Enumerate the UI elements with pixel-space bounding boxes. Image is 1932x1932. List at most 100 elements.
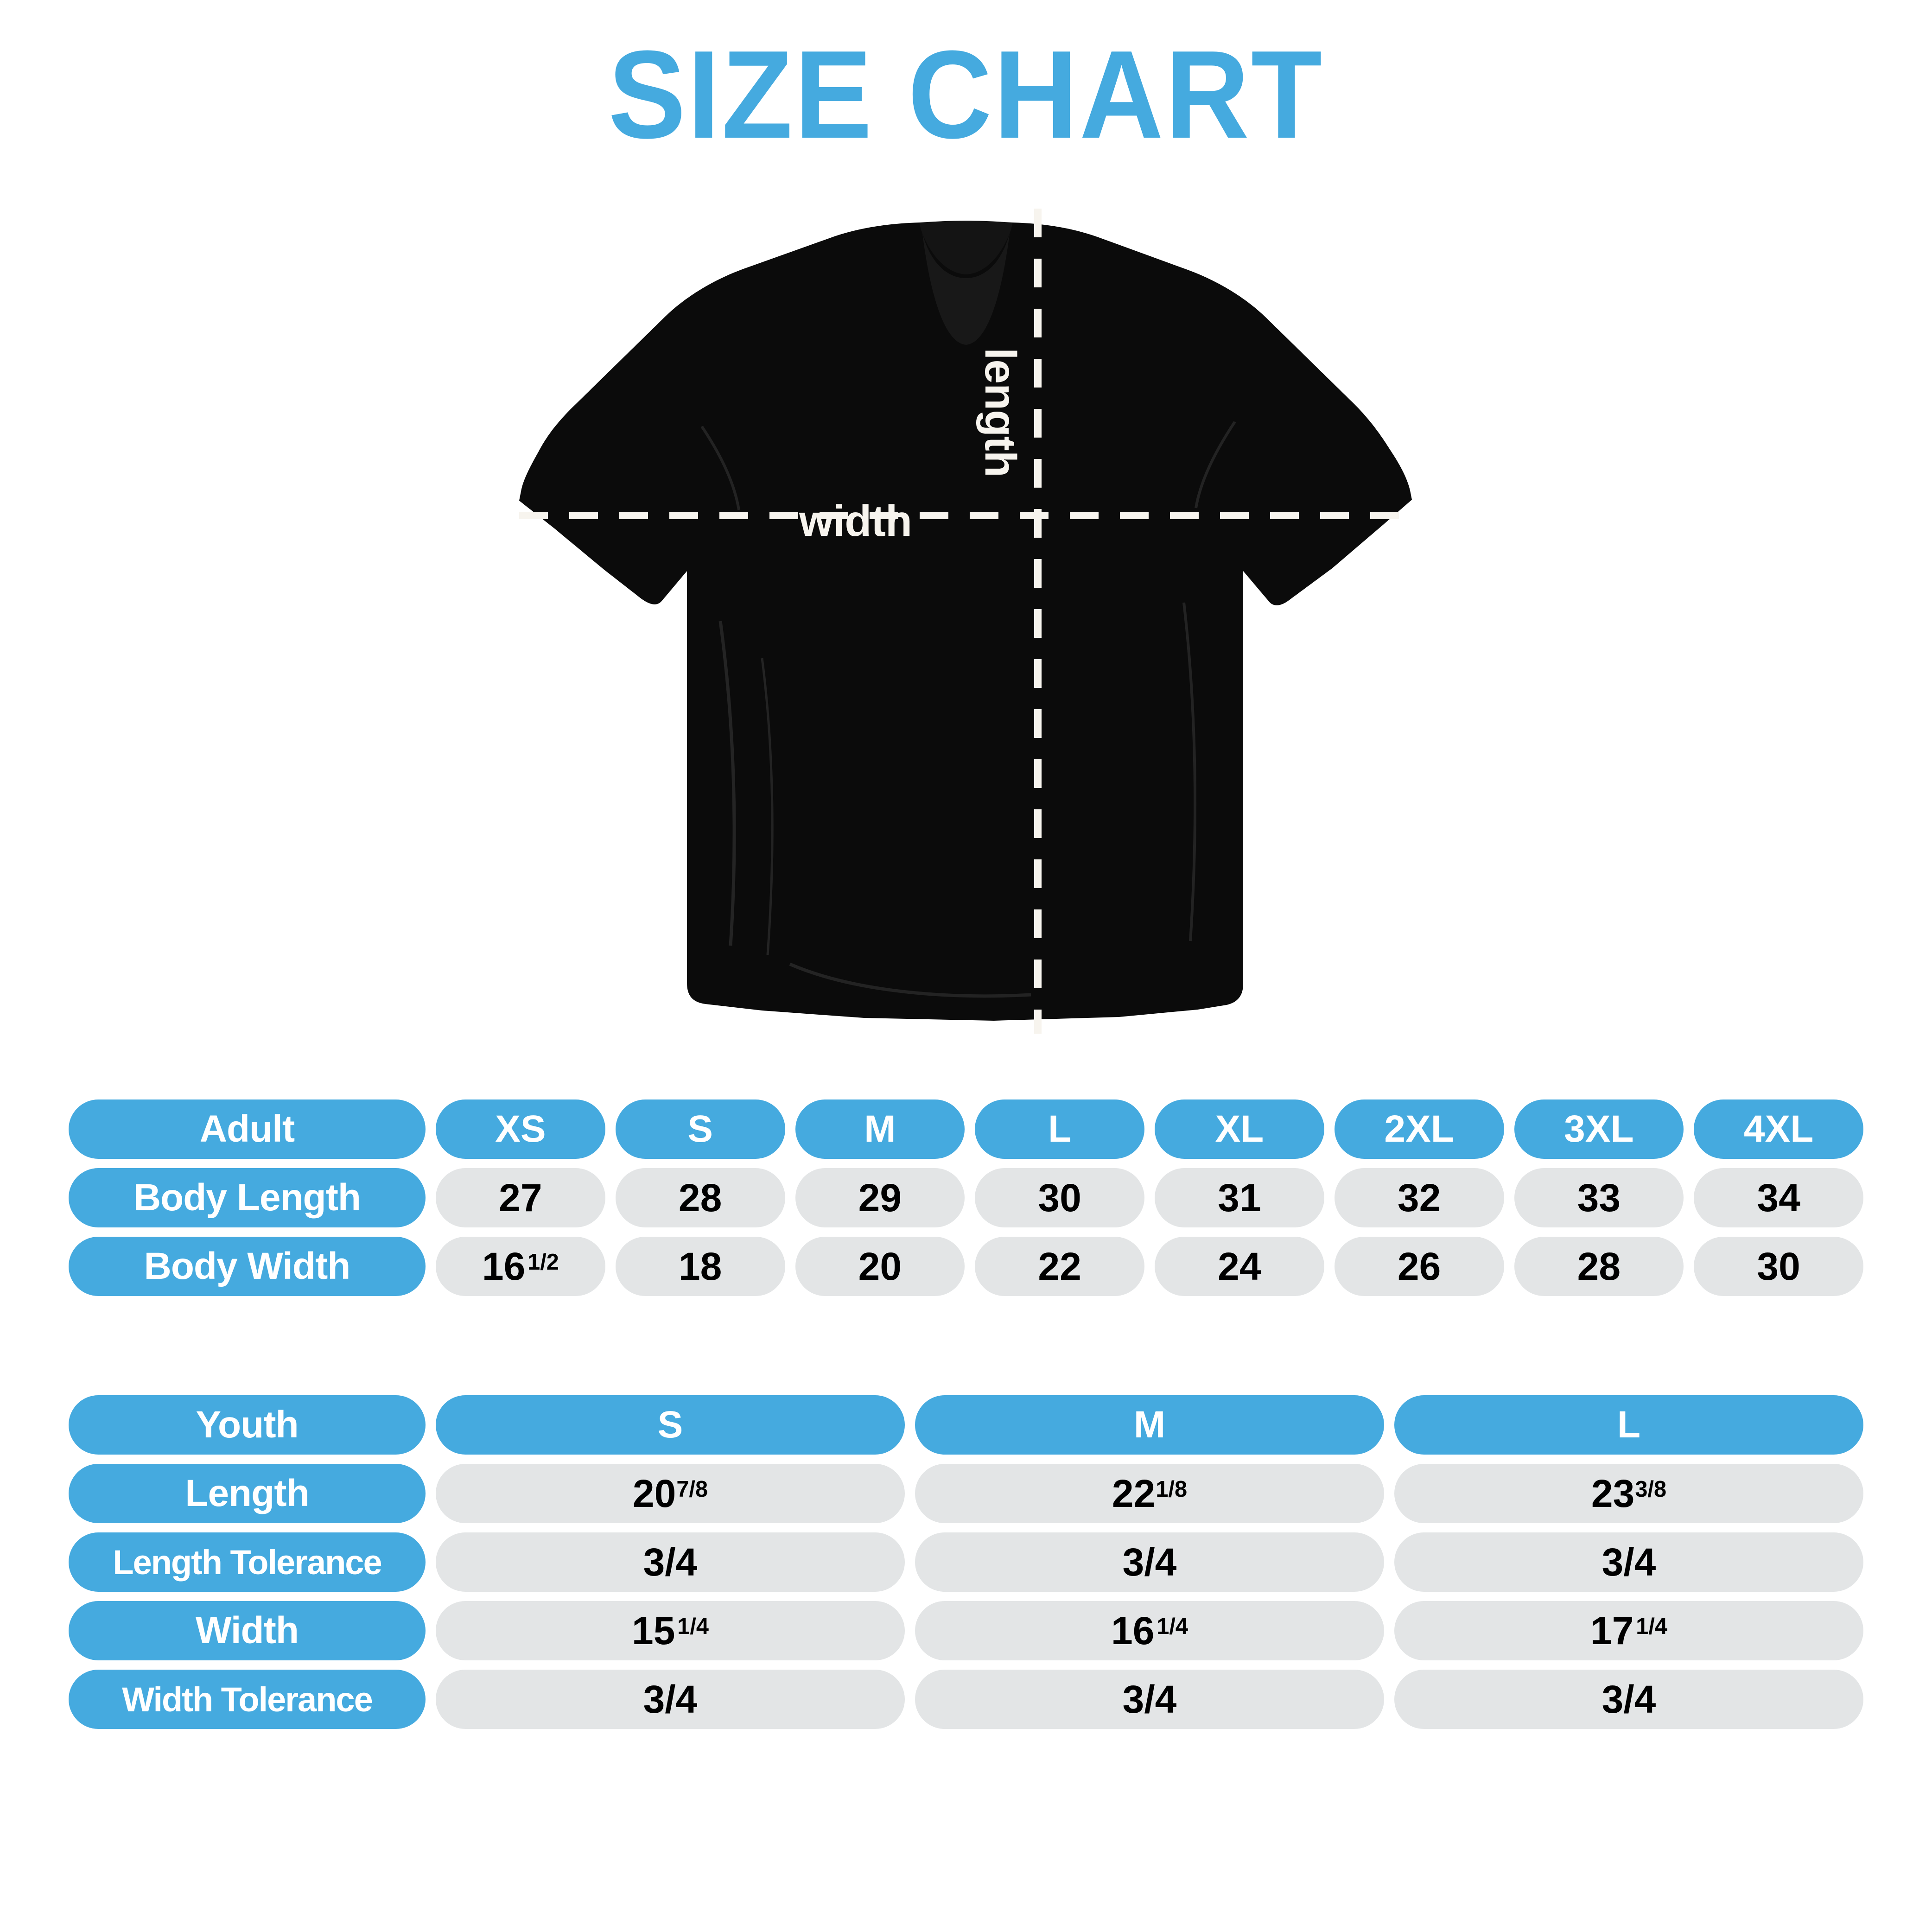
- cell-whole: 32: [1397, 1176, 1441, 1220]
- cell-whole: 3/4: [1602, 1677, 1656, 1721]
- table-cell: 32: [1334, 1168, 1504, 1227]
- cell-fraction: 1/4: [677, 1614, 709, 1640]
- table-cell: 15 1/4: [436, 1601, 905, 1660]
- table-cell: 17 1/4: [1394, 1601, 1863, 1660]
- table-cell: 30: [975, 1168, 1144, 1227]
- youth-col-s: S: [436, 1395, 905, 1455]
- cell-fraction: 3/8: [1635, 1477, 1667, 1502]
- cell-fraction: 1/4: [1636, 1614, 1668, 1640]
- youth-row-label: Youth: [69, 1395, 426, 1455]
- youth-length-tolerance-row: Length Tolerance 3/4 3/4 3/4: [69, 1532, 1863, 1592]
- cell-whole: 15: [631, 1608, 675, 1652]
- cell-whole: 28: [678, 1176, 722, 1220]
- cell-whole: 23: [1591, 1471, 1635, 1515]
- adult-col-2xl: 2XL: [1334, 1099, 1504, 1159]
- youth-width-tolerance-row: Width Tolerance 3/4 3/4 3/4: [69, 1670, 1863, 1729]
- shirt-fabric-folds: [700, 421, 1236, 998]
- cell-fraction: 1/4: [1157, 1614, 1188, 1640]
- youth-length-tolerance-label: Length Tolerance: [69, 1532, 426, 1592]
- youth-length-label: Length: [69, 1464, 426, 1523]
- adult-col-3xl: 3XL: [1514, 1099, 1684, 1159]
- table-cell: 3/4: [1394, 1532, 1863, 1592]
- table-cell: 31: [1155, 1168, 1324, 1227]
- table-cell: 3/4: [915, 1670, 1384, 1729]
- adult-body-width-row: Body Width 16 1/2 18 20 22 24 26 28: [69, 1237, 1863, 1296]
- youth-width-tolerance-label: Width Tolerance: [69, 1670, 426, 1729]
- table-cell: 20 7/8: [436, 1464, 905, 1523]
- table-cell: 16 1/2: [436, 1237, 605, 1296]
- cell-whole: 3/4: [1122, 1540, 1177, 1584]
- cell-whole: 26: [1397, 1244, 1441, 1288]
- cell-fraction: 1/8: [1156, 1477, 1188, 1502]
- youth-width-row: Width 15 1/4 16 1/4 17 1/4: [69, 1601, 1863, 1660]
- shirt-collar-band: [920, 221, 1012, 274]
- cell-whole: 18: [678, 1244, 722, 1288]
- cell-whole: 24: [1218, 1244, 1261, 1288]
- table-cell: 28: [615, 1168, 785, 1227]
- adult-col-m: M: [795, 1099, 965, 1159]
- adult-header-row: Adult XS S M L XL 2XL 3XL 4XL: [69, 1099, 1863, 1159]
- table-cell: 28: [1514, 1237, 1684, 1296]
- cell-whole: 33: [1577, 1176, 1621, 1220]
- youth-header-row: Youth S M L: [69, 1395, 1863, 1455]
- adult-col-s: S: [615, 1099, 785, 1159]
- cell-whole: 16: [482, 1244, 526, 1288]
- table-cell: 18: [615, 1237, 785, 1296]
- table-cell: 34: [1694, 1168, 1863, 1227]
- adult-body-length-label: Body Length: [69, 1168, 426, 1227]
- table-cell: 3/4: [915, 1532, 1384, 1592]
- table-cell: 20: [795, 1237, 965, 1296]
- youth-width-label: Width: [69, 1601, 426, 1660]
- table-cell: 26: [1334, 1237, 1504, 1296]
- length-label: length: [976, 348, 1025, 477]
- adult-size-table: Adult XS S M L XL 2XL 3XL 4XL Body Lengt…: [69, 1099, 1863, 1305]
- cell-whole: 3/4: [1602, 1540, 1656, 1584]
- table-cell: 24: [1155, 1237, 1324, 1296]
- youth-length-row: Length 20 7/8 22 1/8 23 3/8: [69, 1464, 1863, 1523]
- adult-body-length-row: Body Length 27 28 29 30 31 32 33: [69, 1168, 1863, 1227]
- page-title: SIZE CHART: [608, 25, 1324, 165]
- cell-whole: 31: [1218, 1176, 1261, 1220]
- table-cell: 30: [1694, 1237, 1863, 1296]
- table-cell: 29: [795, 1168, 965, 1227]
- tshirt-graphic: [519, 209, 1412, 1034]
- youth-size-table: Youth S M L Length 20 7/8 22 1/8 23 3/8 Len…: [69, 1395, 1863, 1738]
- cell-whole: 30: [1757, 1244, 1800, 1288]
- table-cell: 16 1/4: [915, 1601, 1384, 1660]
- adult-col-l: L: [975, 1099, 1144, 1159]
- cell-whole: 29: [858, 1176, 902, 1220]
- table-cell: 3/4: [436, 1532, 905, 1592]
- adult-row-label: Adult: [69, 1099, 426, 1159]
- table-cell: 3/4: [1394, 1670, 1863, 1729]
- adult-col-xs: XS: [436, 1099, 605, 1159]
- cell-whole: 34: [1757, 1176, 1800, 1220]
- table-cell: 3/4: [436, 1670, 905, 1729]
- cell-whole: 22: [1038, 1244, 1081, 1288]
- youth-col-l: L: [1394, 1395, 1863, 1455]
- cell-whole: 16: [1111, 1608, 1155, 1652]
- table-cell: 22: [975, 1237, 1144, 1296]
- adult-col-4xl: 4XL: [1694, 1099, 1863, 1159]
- table-cell: 22 1/8: [915, 1464, 1384, 1523]
- cell-whole: 27: [499, 1176, 542, 1220]
- cell-fraction: 7/8: [676, 1477, 708, 1502]
- cell-whole: 3/4: [1122, 1677, 1177, 1721]
- adult-body-width-label: Body Width: [69, 1237, 426, 1296]
- cell-fraction: 1/2: [527, 1250, 559, 1275]
- cell-whole: 3/4: [643, 1677, 698, 1721]
- shirt-neck-opening: [922, 234, 1010, 345]
- cell-whole: 20: [858, 1244, 902, 1288]
- cell-whole: 28: [1577, 1244, 1621, 1288]
- width-label: width: [799, 496, 912, 546]
- cell-whole: 17: [1590, 1608, 1634, 1652]
- cell-whole: 22: [1112, 1471, 1156, 1515]
- tshirt-illustration: width length: [502, 204, 1430, 1085]
- cell-whole: 3/4: [643, 1540, 698, 1584]
- adult-col-xl: XL: [1155, 1099, 1324, 1159]
- shirt-body: [519, 222, 1412, 1021]
- cell-whole: 20: [632, 1471, 676, 1515]
- table-cell: 33: [1514, 1168, 1684, 1227]
- youth-col-m: M: [915, 1395, 1384, 1455]
- cell-whole: 30: [1038, 1176, 1081, 1220]
